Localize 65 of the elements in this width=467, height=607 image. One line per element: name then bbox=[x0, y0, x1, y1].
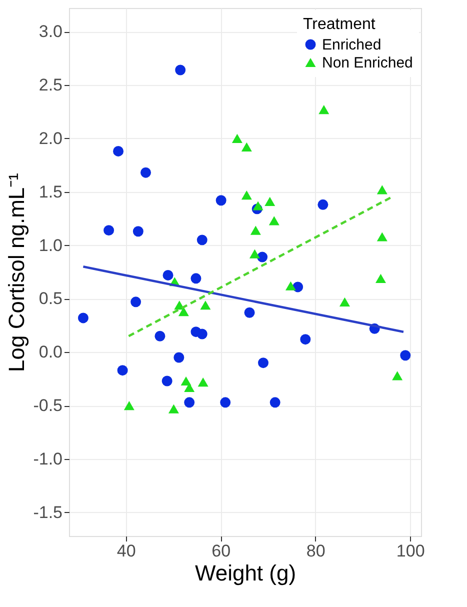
point bbox=[216, 195, 226, 206]
point bbox=[196, 234, 208, 246]
point bbox=[200, 300, 211, 310]
y-tick-label: -1.0 bbox=[33, 450, 62, 469]
x-tick-label: 40 bbox=[116, 542, 136, 560]
point bbox=[376, 232, 388, 242]
y-tick-label: 3.0 bbox=[38, 22, 62, 42]
point bbox=[339, 297, 350, 306]
point bbox=[241, 142, 252, 152]
legend-label: Enriched bbox=[322, 36, 382, 54]
y-tick-label: 2.0 bbox=[38, 128, 62, 148]
point bbox=[300, 334, 311, 345]
y-tick-label: 0.0 bbox=[38, 342, 62, 362]
point bbox=[252, 201, 264, 210]
point bbox=[175, 64, 186, 76]
point bbox=[196, 328, 208, 340]
point bbox=[117, 365, 128, 376]
point bbox=[375, 274, 386, 283]
y-tick-label: 2.5 bbox=[38, 75, 62, 94]
point bbox=[392, 371, 403, 380]
point bbox=[162, 376, 172, 386]
point bbox=[241, 190, 252, 200]
point bbox=[250, 226, 261, 235]
point bbox=[132, 226, 144, 237]
x-axis-title: Weight (g) bbox=[194, 560, 296, 586]
point bbox=[318, 104, 330, 114]
y-tick-label: 1.5 bbox=[38, 182, 62, 202]
point bbox=[285, 281, 296, 290]
point bbox=[162, 270, 174, 280]
x-tick-label: 80 bbox=[306, 542, 326, 560]
point bbox=[220, 397, 231, 408]
x-tick-label: 60 bbox=[212, 542, 231, 560]
point bbox=[124, 401, 134, 410]
y-axis-title: Log Cortisol ng.mL⁻¹ bbox=[4, 173, 30, 372]
point bbox=[184, 397, 195, 408]
point bbox=[168, 404, 179, 414]
legend-label: Non Enriched bbox=[322, 54, 413, 72]
point bbox=[190, 273, 202, 284]
x-tick-label: 100 bbox=[396, 542, 425, 560]
y-tick-label: 1.0 bbox=[38, 236, 62, 255]
point bbox=[174, 352, 184, 363]
point bbox=[198, 378, 208, 387]
point bbox=[78, 312, 88, 324]
point bbox=[154, 330, 166, 342]
point bbox=[104, 225, 114, 236]
point bbox=[180, 376, 192, 386]
point bbox=[318, 199, 328, 210]
y-tick-label: 0.5 bbox=[38, 289, 62, 308]
point bbox=[258, 358, 268, 368]
point bbox=[130, 296, 142, 308]
point bbox=[113, 146, 124, 156]
point bbox=[400, 350, 411, 361]
point bbox=[376, 185, 388, 194]
y-tick-label: -1.5 bbox=[33, 502, 62, 522]
point bbox=[268, 216, 280, 226]
legend-title: Treatment bbox=[303, 16, 376, 33]
point bbox=[178, 307, 189, 316]
point bbox=[140, 167, 151, 178]
y-tick-label: -0.5 bbox=[33, 396, 62, 416]
point bbox=[270, 397, 280, 408]
point bbox=[257, 252, 268, 262]
point bbox=[264, 196, 276, 206]
point bbox=[244, 307, 255, 318]
point bbox=[232, 134, 242, 143]
point bbox=[249, 249, 260, 258]
